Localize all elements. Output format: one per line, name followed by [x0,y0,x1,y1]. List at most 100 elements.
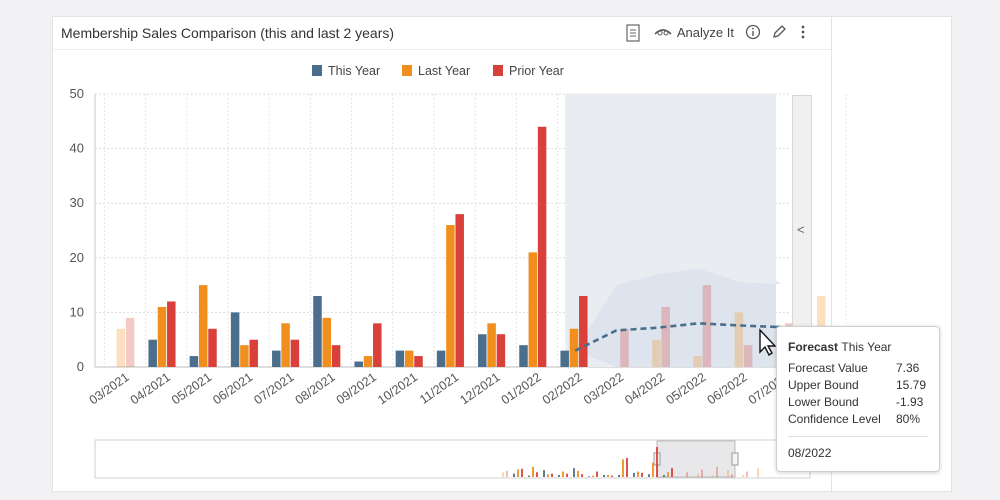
x-tick-label: 05/2022 [663,370,708,407]
bar-this-year [478,334,487,367]
analyze-it-button[interactable]: Analyze It [653,24,734,40]
bar-this-year [354,361,363,367]
overview-bar [547,474,549,477]
report-icon[interactable] [625,24,641,45]
tooltip-title-rest: This Year [841,340,892,354]
overview-handle-right [731,452,739,466]
overview-bar [513,473,515,477]
analyze-icon [654,29,672,36]
tooltip-footer: 08/2022 [788,446,832,460]
bar-prior-year [208,328,217,367]
overview-bar [622,459,624,477]
x-tick-label: 09/2021 [334,370,379,407]
bar-prior-year [661,306,670,367]
bar-last-year [322,317,332,367]
overview-bar [618,474,620,477]
tooltip-value: 7.36 [896,361,920,375]
overview-bar [521,468,523,477]
overview-bar [686,472,688,477]
bar-this-year [189,356,199,367]
overview-bar [506,470,508,477]
forecast-confidence-band [575,268,782,367]
bar-last-year [281,323,290,367]
overview-bar [712,475,714,477]
tooltip-row: Forecast Value 7.36 [788,361,928,375]
x-tick-label: 07/2021 [251,370,296,407]
overview-bar [577,470,579,477]
overview-bar [727,470,729,477]
x-tick-label: 12/2021 [457,370,502,407]
bar-prior-year [249,339,258,367]
tooltip-value: 80% [896,412,921,426]
x-tick-label: 04/2021 [128,370,173,407]
overview-bar [701,469,703,477]
bar-prior-year [331,345,341,367]
overview-bar [528,475,530,477]
overview-bar [637,471,639,477]
overview-bar [742,474,744,477]
bar-prior-year [579,296,588,367]
collapse-panel-button[interactable]: < [792,95,812,365]
x-tick-label: 01/2022 [499,370,544,407]
bar-last-year [487,323,496,367]
legend-label: Prior Year [509,64,564,78]
edit-icon[interactable] [771,24,787,43]
bar-prior-year [743,345,753,367]
x-tick-label: 10/2021 [375,370,420,407]
overview-bar [746,471,748,477]
legend-swatch [312,65,322,76]
overview-bar [757,468,759,477]
overview-bar [697,473,699,477]
info-icon[interactable] [745,24,761,43]
bar-this-year [395,350,405,367]
panel-header: Membership Sales Comparison (this and la… [53,17,831,50]
bar-prior-year [496,334,506,367]
bar-prior-year [455,214,464,367]
bar-prior-year [702,285,712,367]
x-axis: 03/202104/202105/202106/202107/202108/20… [87,370,832,407]
x-tick-label: 11/2021 [417,370,461,407]
y-tick-label: 30 [70,195,84,210]
legend-swatch [402,65,412,76]
overview-bar [596,471,598,477]
bar-this-year [230,312,240,367]
x-tick-label: 04/2022 [622,370,667,407]
overview-bar [532,466,534,477]
bar-last-year [157,306,167,367]
legend-label: This Year [328,64,380,78]
overview-bar [611,475,613,477]
bar-this-year [272,350,281,367]
overview-bar [562,471,564,477]
bar-last-year [569,328,579,367]
overview-bar [648,474,650,477]
tooltip-divider [788,436,928,437]
chevron-left-icon: < [797,222,805,237]
bar-this-year [519,345,528,367]
x-tick-label: 06/2021 [210,370,255,407]
x-tick-label: 08/2021 [293,370,338,407]
bar-prior-year [414,356,423,367]
overview-bar [581,474,583,477]
overview-bar [731,474,733,477]
overview-bar [633,472,635,477]
overview-bar [588,476,590,477]
bar-last-year [363,356,373,367]
overview-bar [573,468,575,477]
legend[interactable]: This Year Last Year Prior Year [312,64,564,78]
overview-strip[interactable] [94,439,811,479]
bar-this-year [436,350,446,367]
x-tick-label: 03/2021 [87,370,132,407]
analyze-it-label: Analyze It [676,25,734,40]
y-tick-label: 0 [77,359,84,374]
bar-this-year [148,339,157,367]
bar-prior-year [620,328,629,367]
tooltip-row: Upper Bound 15.79 [788,378,928,392]
overview-bar [551,473,553,477]
more-icon[interactable] [799,24,807,43]
tooltip-label: Confidence Level [788,412,881,426]
bar-prior-year [125,317,135,367]
y-tick-label: 20 [70,250,84,265]
bar-this-year [313,296,322,367]
bar-prior-year [290,339,300,367]
